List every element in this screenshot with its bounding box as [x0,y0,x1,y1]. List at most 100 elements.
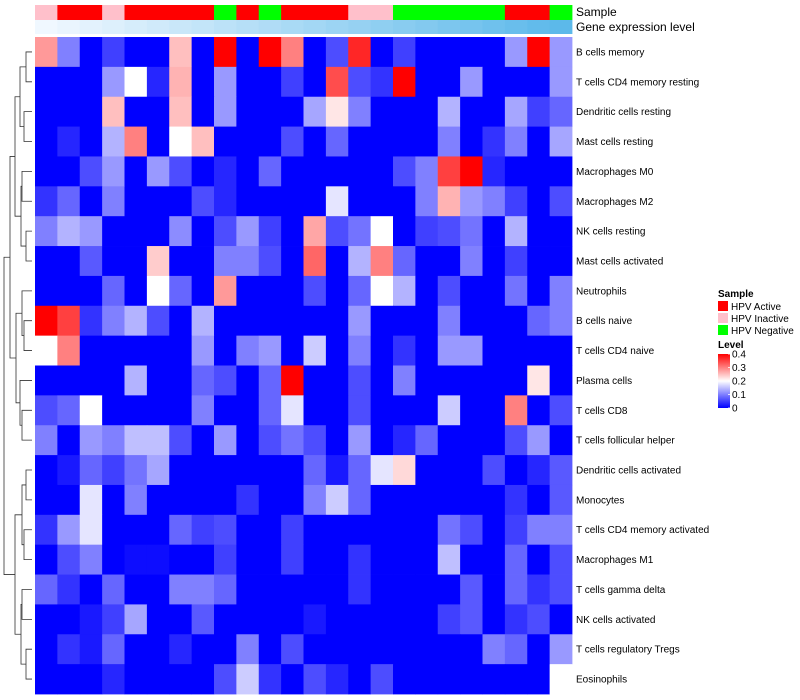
heatmap-cell [57,514,81,546]
heatmap-cell [504,455,528,486]
heatmap-cell [460,484,483,516]
heatmap-cell [124,37,148,68]
heatmap-cell [303,216,327,247]
dendrogram-branch [25,648,32,680]
heatmap-cell [79,664,103,695]
heatmap-cell [35,634,58,665]
heatmap-cell [460,305,483,337]
heatmap-cell [214,634,237,665]
heatmap-cell [437,275,461,307]
heatmap-cell [348,604,372,635]
heatmap-cell [102,186,125,217]
expression-cell [35,20,58,34]
heatmap-cell [191,186,215,217]
heatmap-cell [303,66,327,98]
expression-cell [415,20,439,34]
heatmap-cell [281,544,304,575]
heatmap-cell [504,664,528,695]
heatmap-cell [393,425,416,456]
heatmap-cell [169,425,193,456]
heatmap-cell [236,335,260,366]
heatmap-cell [146,514,170,546]
heatmap-cell [370,66,394,98]
heatmap-cell [214,156,237,187]
heatmap-cell [504,275,528,307]
heatmap-cell [482,96,506,127]
heatmap-cell [482,186,506,217]
heatmap-cell [325,335,349,366]
heatmap-cell [303,484,327,516]
legend-tick-label: 0.3 [732,363,746,374]
heatmap-cell [102,544,125,575]
sample-cell [437,5,461,20]
heatmap-cell [348,186,372,217]
heatmap-cell [549,305,573,337]
expression-cell [169,20,193,34]
heatmap-cell [258,604,282,635]
heatmap-cell [325,305,349,337]
dendrogram-branch [21,170,32,202]
heatmap-cell [191,156,215,187]
heatmap-cell [102,96,125,127]
heatmap-cell [35,126,58,157]
heatmap-cell [370,484,394,516]
dendrogram-branch [21,290,32,337]
heatmap-cell [169,275,193,307]
heatmap-cell [482,425,506,456]
legend-swatch [718,325,728,335]
heatmap-cell [348,96,372,127]
expression-cell [79,20,103,34]
heatmap-cell [214,305,237,337]
heatmap-cell [214,484,237,516]
heatmap-cell [35,425,58,456]
heatmap-cell [191,96,215,127]
heatmap-cell [460,186,483,217]
heatmap-cell [393,455,416,486]
expression-cell [370,20,394,34]
heatmap-cell [124,96,148,127]
heatmap-cell [415,275,439,307]
heatmap-cell [303,275,327,307]
heatmap-cell [348,216,372,247]
heatmap-cell [348,574,372,605]
heatmap-cell [549,425,573,456]
heatmap-cell [57,275,81,307]
heatmap-cell [281,664,304,695]
heatmap-cell [415,544,439,575]
sample-cell [35,5,58,20]
heatmap-cell [191,514,215,546]
heatmap-cell [325,484,349,516]
heatmap-cell [527,484,551,516]
heatmap-cell [415,335,439,366]
heatmap-cell [236,634,260,665]
heatmap-cell [370,455,394,486]
heatmap-cell [258,216,282,247]
heatmap-cell [146,275,170,307]
heatmap-cell [281,425,304,456]
heatmap-cell [303,455,327,486]
heatmap-cell [325,186,349,217]
heatmap-cell [325,216,349,247]
heatmap-cell [124,395,148,426]
heatmap-cell [370,156,394,187]
legend-level-colorbar [718,354,730,408]
heatmap-cell [79,66,103,98]
heatmap-cell [348,126,372,157]
heatmap-cell [460,634,483,665]
heatmap-cell [281,335,304,366]
heatmap-cell [348,37,372,68]
heatmap-cell [236,246,260,277]
row-label: Dendritic cells activated [576,466,681,477]
heatmap-cell [348,246,372,277]
heatmap-cell [527,37,551,68]
heatmap-cell [303,96,327,127]
heatmap-cell [281,305,304,337]
heatmap-cell [57,664,81,695]
heatmap-cell [281,395,304,426]
heatmap-cell [325,574,349,605]
heatmap-cell [102,246,125,277]
dendrogram-branch [25,51,32,83]
sample-cell [348,5,372,20]
heatmap-cell [370,96,394,127]
heatmap-cell [482,156,506,187]
